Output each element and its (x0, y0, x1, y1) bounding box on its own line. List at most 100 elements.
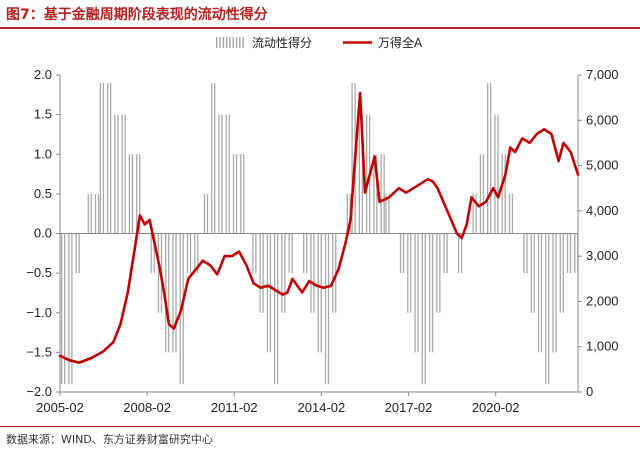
legend-swatch-score (225, 37, 228, 48)
score-bar (124, 114, 126, 234)
score-bar-group (324, 233, 330, 385)
score-bar-group (194, 233, 199, 274)
score-bar (523, 233, 525, 274)
score-bar (266, 233, 269, 353)
right-tick-label: 2,000 (586, 293, 619, 308)
legend-label-score: 流动性得分 (252, 35, 312, 50)
source-note: 数据来源：WIND、东方证券财富研究中心 (6, 433, 213, 446)
score-bar (490, 82, 492, 234)
score-bar-group (559, 233, 564, 313)
score-bar (472, 193, 474, 234)
score-bar (102, 82, 105, 234)
score-bar-group (150, 233, 155, 274)
score-bar (203, 193, 206, 234)
score-bar-group (399, 233, 405, 274)
score-bar-group (443, 233, 448, 274)
score-bar (221, 114, 223, 234)
score-bar (327, 233, 330, 385)
legend-swatch-score (229, 37, 231, 48)
left-tick-label: 1.0 (34, 146, 52, 161)
legend-swatch-score (235, 37, 238, 48)
score-bar (281, 233, 283, 313)
right-tick-label: 1,000 (586, 339, 619, 354)
score-bar (274, 233, 276, 385)
score-bar (218, 114, 220, 234)
score-bar-group (259, 233, 264, 313)
score-bar (136, 154, 138, 234)
score-bar-group (479, 154, 485, 234)
score-bar (504, 154, 506, 234)
score-bar-group (232, 154, 238, 234)
score-bar (417, 233, 419, 353)
score-bar-group (537, 233, 543, 353)
score-bar (332, 233, 334, 313)
left-tick-label: −1.5 (26, 344, 52, 359)
score-bar-group (428, 233, 434, 353)
score-bar-group (128, 154, 134, 234)
score-bar (225, 114, 227, 234)
right-tick-label: 3,000 (586, 248, 619, 263)
score-bar-group (501, 154, 506, 234)
score-bar (64, 233, 66, 385)
score-bar (562, 233, 564, 313)
score-bar-group (274, 233, 279, 385)
score-bar (214, 82, 216, 234)
score-bar-group (75, 233, 80, 274)
title-rule (0, 27, 640, 29)
score-bar-group (266, 233, 272, 353)
score-bar (87, 193, 89, 234)
legend-swatch-score (239, 37, 241, 48)
legend-item-index: 万得全A (343, 35, 423, 50)
score-bar-group (114, 114, 119, 234)
score-bar-group (99, 82, 105, 234)
right-tick-label: 4,000 (586, 203, 619, 218)
right-tick-label: 0 (586, 384, 593, 399)
score-bar (252, 233, 254, 274)
x-tick-label: 2020-02 (472, 400, 520, 415)
score-bar (288, 233, 290, 274)
axes: 2.0 1.5 1.0 0.5 0.0 −0.5 −1.0 −1.5 −2.0 0 1,000 2,0… (26, 67, 618, 415)
score-bar (365, 114, 368, 234)
score-bar (71, 233, 73, 385)
score-bar (446, 233, 448, 274)
score-bar (428, 233, 431, 353)
score-bar (545, 233, 547, 385)
score-bar (373, 154, 375, 234)
score-bar (358, 114, 361, 234)
score-bar-group (94, 193, 100, 234)
score-bar-group (165, 233, 170, 353)
score-bar-group (487, 82, 492, 234)
index-line (58, 91, 580, 364)
x-tick-label: 2017-02 (385, 400, 433, 415)
score-bar (511, 193, 514, 234)
score-bar-group (436, 233, 441, 313)
score-bar-group (373, 154, 378, 234)
score-bar (487, 82, 489, 234)
score-bar (414, 233, 416, 353)
score-bar (117, 114, 119, 234)
score-bar (559, 233, 561, 313)
score-bar-group (288, 233, 293, 274)
score-bar (388, 193, 390, 234)
score-bar (530, 233, 532, 313)
score-bar-group (211, 82, 216, 234)
score-bar-group (87, 193, 92, 234)
score-bar (139, 154, 141, 234)
score-bar (457, 233, 460, 274)
score-bar-group (457, 233, 463, 274)
score-bar-group (385, 193, 390, 234)
left-tick-label: −1.0 (26, 305, 52, 320)
score-bar-group (281, 233, 286, 313)
score-bar (380, 154, 382, 234)
score-bar-group (494, 114, 499, 234)
x-tick-label: 2011-02 (211, 400, 258, 415)
score-bar-group (172, 233, 177, 353)
score-bar (443, 233, 445, 274)
score-bar (383, 154, 385, 234)
x-tick-label: 2014-02 (298, 400, 346, 415)
score-bar (269, 233, 272, 353)
score-bar (526, 233, 528, 274)
score-bar-group (218, 114, 223, 234)
score-bar (431, 233, 434, 353)
score-bar-group (186, 233, 192, 274)
